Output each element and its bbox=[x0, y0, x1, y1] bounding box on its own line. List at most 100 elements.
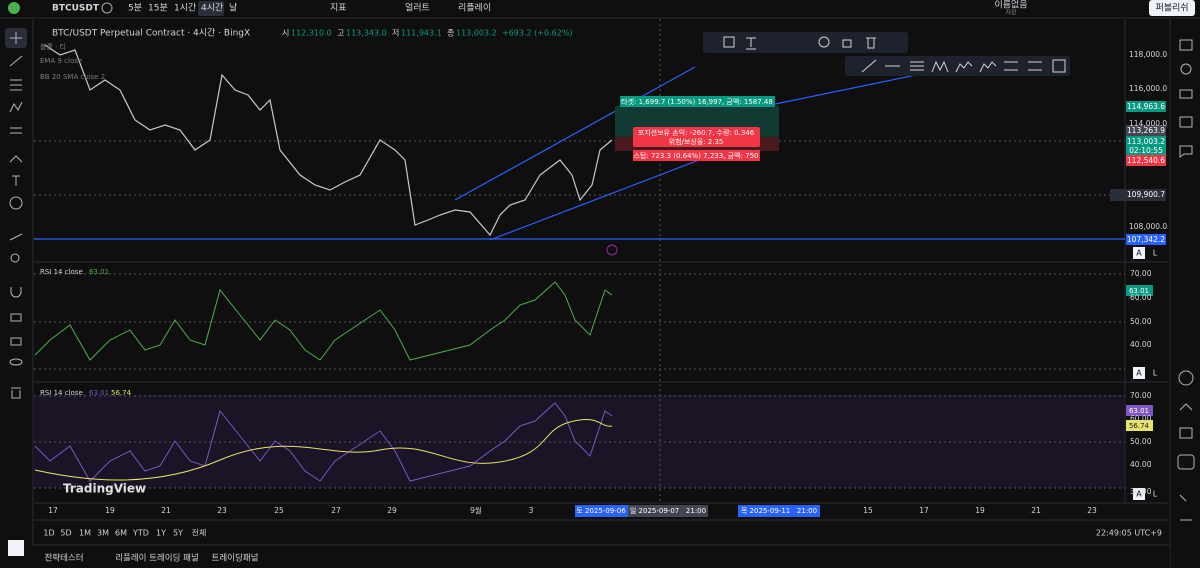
indicator: 볼륨 · 티 bbox=[40, 42, 66, 51]
tool-button[interactable]: 지표 bbox=[330, 3, 347, 14]
rsi-tick: 50.00 bbox=[1130, 437, 1152, 446]
time-highlight bbox=[575, 505, 628, 517]
rsi-tick: 60.00 bbox=[1130, 414, 1152, 423]
price-label: 109,900.7 bbox=[1127, 190, 1165, 199]
stop-price-box bbox=[1126, 155, 1166, 166]
rsi-ma-line bbox=[34, 419, 613, 481]
time-tick: 23 bbox=[1087, 506, 1097, 515]
log-scale[interactable]: L bbox=[1153, 369, 1158, 378]
save-status: 저장 bbox=[1005, 9, 1017, 17]
left-toolbar bbox=[0, 19, 32, 568]
stop-label-box bbox=[633, 150, 760, 161]
drawing-toolbar bbox=[703, 32, 908, 53]
rsi-value-box bbox=[1126, 285, 1153, 296]
publish-button[interactable] bbox=[1149, 0, 1195, 16]
interval[interactable]: 4시간 bbox=[201, 3, 223, 14]
object-tree[interactable] bbox=[8, 540, 24, 556]
interval[interactable]: 날 bbox=[229, 3, 237, 14]
interval[interactable]: 5분 bbox=[128, 3, 142, 14]
log-scale[interactable]: L bbox=[1153, 249, 1158, 258]
rsi-label: RSI 14 close bbox=[40, 389, 83, 397]
line-price-box bbox=[1126, 234, 1166, 245]
bottom-panel bbox=[34, 548, 1170, 568]
event-icon bbox=[606, 244, 618, 256]
pnl-label: 포지션보유 손익: -260.7, 수량: 0.346 bbox=[638, 128, 755, 137]
time-highlight-label: 일 2025-09-07 21:00 bbox=[630, 506, 706, 515]
target-label-box bbox=[620, 96, 775, 107]
ohlc-value: 111,943.1 bbox=[401, 29, 442, 38]
auto-scale[interactable]: A bbox=[1136, 249, 1142, 258]
price-tick: 114,000.0 bbox=[1129, 119, 1167, 128]
rsi-value-box bbox=[1126, 405, 1153, 416]
rsi-value: 63.01 bbox=[89, 268, 109, 276]
top-bar bbox=[0, 0, 1200, 17]
range-button[interactable]: YTD bbox=[132, 529, 149, 538]
time-highlight bbox=[738, 505, 820, 517]
draw-tool-bar bbox=[845, 56, 1070, 76]
publish[interactable]: 퍼블리쉬 bbox=[1155, 3, 1188, 14]
target-price-box bbox=[1126, 101, 1166, 112]
range-button[interactable]: 전체 bbox=[192, 528, 207, 538]
rsi-ma-box bbox=[1126, 420, 1153, 431]
range-button[interactable]: 5D bbox=[60, 529, 71, 538]
range-button[interactable]: 5Y bbox=[173, 529, 183, 538]
price-line bbox=[44, 44, 613, 237]
time-tick: 25 bbox=[274, 506, 284, 515]
rsi-tick: 70.00 bbox=[1130, 391, 1152, 400]
drawing-toolbar-icons bbox=[723, 36, 876, 50]
time-highlight-label: 목 2025-09-11 21:00 bbox=[741, 507, 817, 515]
time-tick: 17 bbox=[48, 506, 58, 515]
time-tick: 3 bbox=[529, 506, 534, 515]
target-label: 타겟: 1,699.7 (1.50%) 16,997, 금액: 1587.48 bbox=[621, 97, 773, 106]
chart-title: BTC/USDT Perpetual Contract · 4시간 · Bing… bbox=[52, 28, 250, 39]
add-symbol[interactable] bbox=[101, 2, 113, 14]
bottom-tab[interactable]: 트레이딩패널 bbox=[212, 553, 259, 564]
avatar[interactable] bbox=[8, 2, 20, 14]
range-button[interactable]: 1D bbox=[43, 529, 54, 538]
price-label: 112,540.6 bbox=[1127, 156, 1165, 165]
price-label: 107,342.2 bbox=[1127, 235, 1165, 244]
time-highlight-label: 토 2025-09-06 bbox=[576, 507, 626, 515]
time-highlight bbox=[628, 505, 708, 517]
tool-button[interactable]: 얼러트 bbox=[405, 3, 430, 14]
indicator: BB 20 SMA close 2 bbox=[40, 73, 105, 81]
bottom-tab[interactable]: 리플레이 트레이딩 패널 bbox=[115, 553, 199, 564]
auto-scale[interactable]: A bbox=[1136, 490, 1142, 499]
price-label: 113,003.2 bbox=[1127, 137, 1165, 146]
range-button[interactable]: 1Y bbox=[156, 529, 166, 538]
price-tick: 116,000.0 bbox=[1129, 84, 1167, 93]
rsi-ma-label: 56.74 bbox=[1129, 422, 1150, 430]
range-button[interactable]: 3M bbox=[97, 529, 109, 538]
time-tick: 9월 bbox=[470, 505, 482, 515]
rsi-tick: 70.00 bbox=[1130, 269, 1152, 278]
guide-lines bbox=[34, 19, 1125, 503]
rsi-value: 63.01 bbox=[89, 389, 109, 397]
range-button[interactable]: 6M bbox=[115, 529, 127, 538]
active-interval bbox=[198, 1, 224, 16]
cursor-price-box bbox=[1110, 189, 1166, 201]
rsi-tick: 50.00 bbox=[1130, 317, 1152, 326]
interval[interactable]: 1시간 bbox=[174, 3, 196, 14]
auto-scale[interactable]: A bbox=[1136, 369, 1142, 378]
rsi-line bbox=[34, 402, 613, 482]
symbol[interactable]: BTCUSDT bbox=[52, 4, 100, 14]
time-tick: 21 bbox=[1031, 506, 1041, 515]
price-tick: 118,000.0 bbox=[1129, 50, 1167, 59]
interval[interactable]: 15분 bbox=[148, 3, 168, 14]
rsi-value-label: 63.01 bbox=[1129, 407, 1149, 415]
bottom-tab[interactable]: 전략테스터 bbox=[44, 553, 83, 564]
clock: 22:49:05 UTC+9 bbox=[1096, 529, 1162, 538]
rsi-ma-value: 56.74 bbox=[111, 389, 132, 397]
rsi-tick: 60.00 bbox=[1130, 293, 1152, 302]
crosshair-price-box bbox=[1126, 125, 1166, 136]
log-scale[interactable]: L bbox=[1153, 490, 1158, 499]
time-tick: 17 bbox=[919, 506, 929, 515]
ratio-label: 위험/보상율: 2.35 bbox=[669, 137, 724, 146]
time-tick: 21 bbox=[161, 506, 171, 515]
layout-name: 이름없음 bbox=[994, 0, 1027, 11]
range-button[interactable]: 1M bbox=[79, 529, 91, 538]
rsi-tick: 30.00 bbox=[1130, 487, 1152, 496]
tool-button[interactable]: 리플레이 bbox=[458, 3, 491, 14]
ohlc-value: 112,310.0 bbox=[291, 29, 332, 38]
ohlc-label: 고 bbox=[337, 29, 344, 38]
